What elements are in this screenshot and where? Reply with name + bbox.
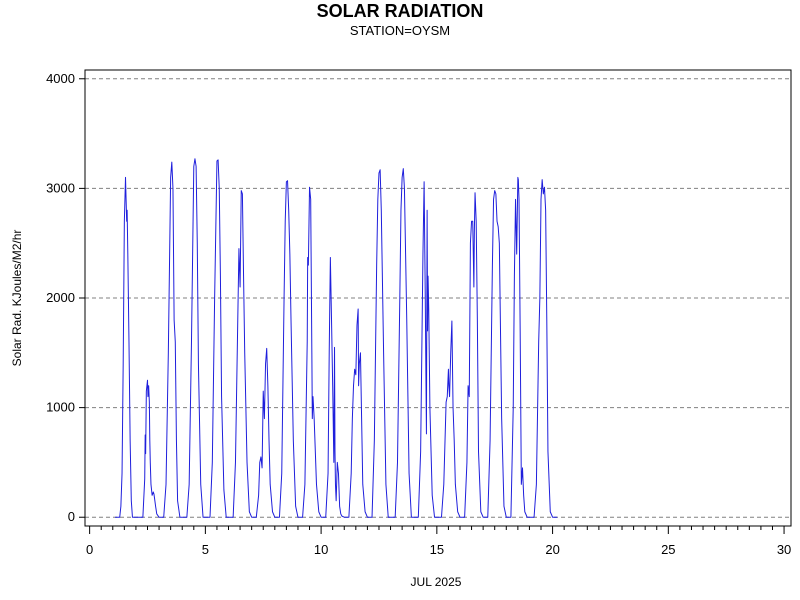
y-tick-label: 1000 <box>46 400 75 415</box>
x-tick-label: 25 <box>661 542 675 557</box>
y-tick-label: 0 <box>68 509 75 524</box>
x-axis: 0 5 10 15 20 25 30 <box>86 526 791 557</box>
x-tick-label: 20 <box>545 542 559 557</box>
x-tick-label: 5 <box>202 542 209 557</box>
y-axis: 0 1000 2000 3000 4000 <box>46 71 85 524</box>
x-tick-label: 10 <box>314 542 328 557</box>
grid <box>85 78 791 518</box>
chart-title: SOLAR RADIATION <box>317 1 484 21</box>
y-tick-label: 4000 <box>46 71 75 86</box>
chart-subtitle: STATION=OYSM <box>350 23 450 38</box>
x-tick-label: 15 <box>430 542 444 557</box>
y-axis-label: Solar Rad. KJoules/M2/hr <box>10 230 24 367</box>
y-tick-label: 3000 <box>46 180 75 195</box>
series-layer <box>115 158 558 518</box>
series-line <box>115 158 558 518</box>
x-tick-label: 30 <box>777 542 791 557</box>
y-tick-label: 2000 <box>46 290 75 305</box>
x-axis-label: JUL 2025 <box>411 575 462 589</box>
x-tick-label: 0 <box>86 542 93 557</box>
